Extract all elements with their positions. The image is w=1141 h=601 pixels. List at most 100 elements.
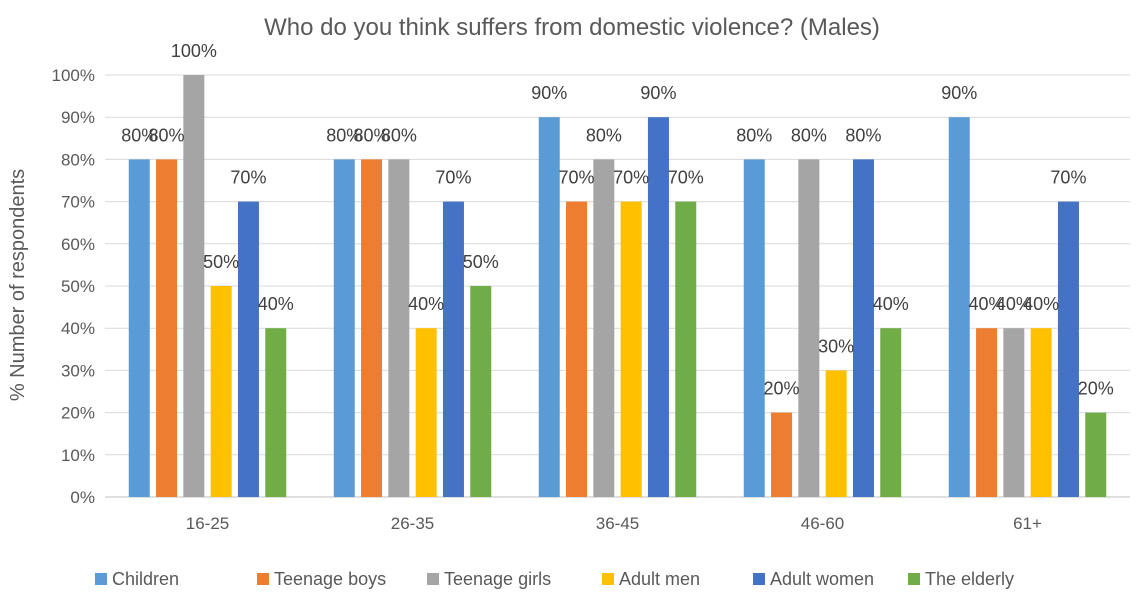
bar xyxy=(156,159,178,497)
legend-swatch xyxy=(95,573,107,585)
bar xyxy=(1030,328,1052,497)
data-label: 90% xyxy=(640,83,676,103)
x-tick-label: 36-45 xyxy=(596,514,639,533)
bars xyxy=(128,75,1107,497)
data-label: 70% xyxy=(668,168,704,188)
data-label: 80% xyxy=(121,125,157,145)
bar xyxy=(675,201,697,497)
legend-label: Teenage boys xyxy=(274,569,386,589)
legend-item: The elderly xyxy=(908,569,1014,589)
bar xyxy=(128,159,150,497)
data-label: 30% xyxy=(818,336,854,356)
legend-label: Teenage girls xyxy=(444,569,551,589)
y-axis-title: % Number of respondents xyxy=(7,169,29,401)
bar xyxy=(852,159,874,497)
legend-swatch xyxy=(753,573,765,585)
x-tick-label: 16-25 xyxy=(186,514,229,533)
bar xyxy=(538,117,560,497)
bar xyxy=(976,328,998,497)
bar xyxy=(743,159,765,497)
data-label: 80% xyxy=(736,125,772,145)
bar xyxy=(647,117,669,497)
data-label: 40% xyxy=(996,294,1032,314)
y-tick-label: 50% xyxy=(61,277,95,296)
y-tick-label: 0% xyxy=(70,488,95,507)
bar xyxy=(798,159,820,497)
x-tick-label: 61+ xyxy=(1013,514,1042,533)
bar xyxy=(470,286,492,497)
y-axis-ticks: 0% 10% 20% 30% 40% 50% 60% 70% 80% 90% 100% xyxy=(52,66,95,507)
data-label: 40% xyxy=(258,294,294,314)
bar xyxy=(415,328,437,497)
x-tick-label: 46-60 xyxy=(801,514,844,533)
x-axis-ticks: 16-25 26-35 36-45 46-60 61+ xyxy=(186,514,1042,533)
data-label: 70% xyxy=(435,168,471,188)
y-tick-label: 100% xyxy=(52,66,95,85)
y-tick-label: 10% xyxy=(61,446,95,465)
x-tick-label: 26-35 xyxy=(391,514,434,533)
bar xyxy=(442,201,464,497)
bar xyxy=(566,201,588,497)
data-label: 70% xyxy=(230,168,266,188)
y-tick-label: 20% xyxy=(61,404,95,423)
data-label: 70% xyxy=(1050,168,1086,188)
legend-swatch xyxy=(257,573,269,585)
data-label: 80% xyxy=(845,125,881,145)
legend-swatch xyxy=(908,573,920,585)
data-label: 70% xyxy=(559,168,595,188)
data-label: 40% xyxy=(1023,294,1059,314)
legend-swatch xyxy=(602,573,614,585)
data-label: 20% xyxy=(764,379,800,399)
data-label: 50% xyxy=(203,252,239,272)
legend-item: Teenage boys xyxy=(257,569,386,589)
data-label: 40% xyxy=(408,294,444,314)
data-labels: 80%80%100%50%70%40%80%80%80%40%70%50%90%… xyxy=(121,41,1114,399)
data-label: 80% xyxy=(354,125,390,145)
legend-label: The elderly xyxy=(925,569,1014,589)
bar xyxy=(593,159,615,497)
data-label: 50% xyxy=(463,252,499,272)
y-tick-label: 40% xyxy=(61,319,95,338)
data-label: 40% xyxy=(873,294,909,314)
y-tick-label: 80% xyxy=(61,150,95,169)
legend-label: Children xyxy=(112,569,179,589)
legend-label: Adult men xyxy=(619,569,700,589)
bar xyxy=(1003,328,1025,497)
data-label: 80% xyxy=(586,125,622,145)
y-tick-label: 70% xyxy=(61,193,95,212)
data-label: 80% xyxy=(381,125,417,145)
bar xyxy=(237,201,259,497)
bar xyxy=(948,117,970,497)
data-label: 100% xyxy=(171,41,217,61)
data-label: 90% xyxy=(531,83,567,103)
y-tick-label: 60% xyxy=(61,235,95,254)
bar xyxy=(880,328,902,497)
bar xyxy=(183,75,205,497)
bar xyxy=(771,412,793,497)
bar xyxy=(1057,201,1079,497)
bar xyxy=(388,159,410,497)
bar xyxy=(333,159,355,497)
data-label: 70% xyxy=(613,168,649,188)
bar xyxy=(361,159,383,497)
chart-title: Who do you think suffers from domestic v… xyxy=(264,14,880,41)
legend-item: Adult women xyxy=(753,569,874,589)
bar xyxy=(1085,412,1107,497)
legend-label: Adult women xyxy=(770,569,874,589)
legend-item: Children xyxy=(95,569,179,589)
bar xyxy=(825,370,847,497)
data-label: 80% xyxy=(791,125,827,145)
data-label: 20% xyxy=(1078,379,1114,399)
legend: Children Teenage boys Teenage girls Adult m… xyxy=(95,569,1014,589)
legend-swatch xyxy=(427,573,439,585)
data-label: 80% xyxy=(326,125,362,145)
data-label: 80% xyxy=(149,125,185,145)
y-tick-label: 90% xyxy=(61,108,95,127)
y-tick-label: 30% xyxy=(61,361,95,380)
bar xyxy=(265,328,287,497)
data-label: 40% xyxy=(969,294,1005,314)
bar xyxy=(620,201,642,497)
legend-item: Teenage girls xyxy=(427,569,551,589)
